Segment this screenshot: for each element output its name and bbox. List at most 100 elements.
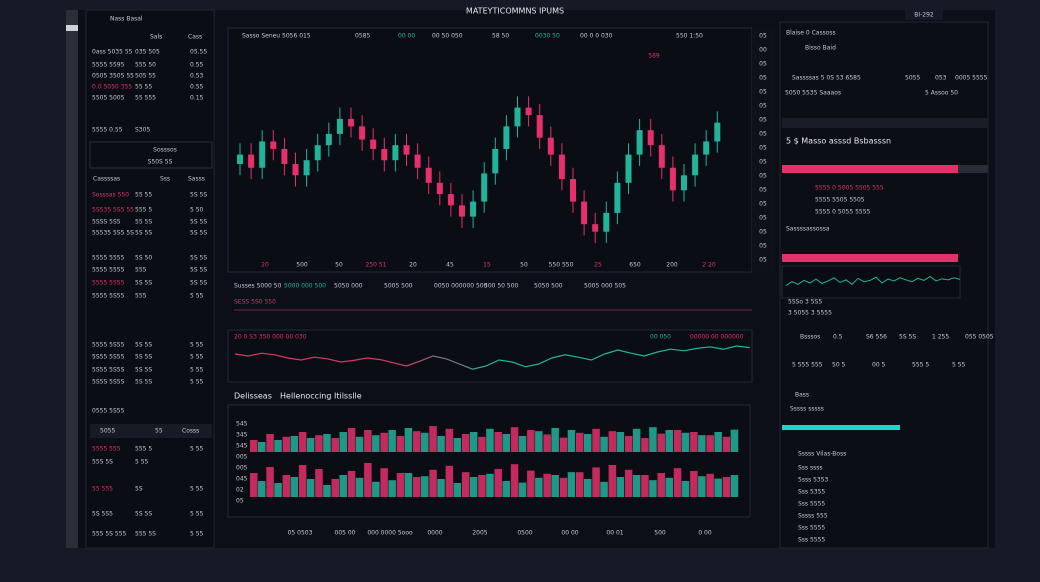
volume-bar: [315, 469, 323, 497]
volume-bar: [404, 428, 413, 452]
panel-subtitle: Bisso Baid: [805, 45, 836, 52]
y-label: 00: [759, 47, 767, 54]
cell: 0.15: [190, 95, 204, 102]
candle-body: [536, 115, 543, 138]
badge-bg: [905, 10, 943, 20]
list-item: Sss 5555: [798, 525, 825, 532]
volume-bar: [298, 465, 307, 497]
y-label: 05: [759, 201, 767, 208]
list-item: 5sss 5353: [798, 477, 829, 484]
candle-body: [625, 154, 632, 183]
volume-bar: [657, 433, 665, 452]
volume-bar: [559, 437, 568, 452]
volume-bar: [282, 475, 291, 497]
cell: 55 55: [135, 84, 152, 91]
column-header: Sss: [160, 176, 170, 183]
cell: 5555 5595: [92, 62, 125, 69]
cell: 5S 5S: [190, 219, 207, 226]
y-label: 05: [759, 145, 767, 152]
line-panel: [227, 329, 753, 383]
cell: 5S 5S: [135, 379, 152, 386]
volume-bar: [632, 428, 641, 452]
mini-label: 3 5055 3 5555: [788, 310, 832, 317]
section: Sssss sssss: [790, 406, 824, 413]
cell: 555 5: [135, 207, 152, 214]
volume-bar: [461, 434, 470, 452]
volume-bar: [600, 481, 608, 497]
column-header: Sals: [150, 34, 162, 41]
candle-body: [692, 154, 699, 176]
footer-item: 00 01: [606, 530, 623, 537]
candle-body: [281, 148, 288, 164]
volume-bar: [282, 436, 291, 452]
volume-bar: [331, 479, 339, 497]
y-label: 05: [759, 229, 767, 236]
left-mid-box: [89, 141, 213, 169]
volume-panel: [227, 404, 751, 518]
cell: 555: [135, 267, 147, 274]
left-panel: [85, 9, 215, 549]
x-label: 15: [483, 262, 491, 269]
column-header: Cass: [188, 34, 202, 41]
candle-body: [436, 182, 443, 195]
footer-item: 0000: [427, 530, 442, 537]
cell: 0.53: [190, 73, 204, 80]
cell: 0.0 5050 355: [92, 84, 132, 91]
x-label: 20: [261, 262, 269, 269]
cell: 55535 5S5 5S: [92, 230, 134, 237]
pink-bar: [782, 254, 958, 262]
cell: 0.55: [190, 62, 204, 69]
candle-body: [447, 194, 454, 206]
cell: 55 555: [92, 486, 113, 493]
volume-bar: [494, 432, 502, 452]
toolbar-item: 0030 50: [535, 33, 560, 40]
section-subtitle: Hellenoccing Itilsslle: [280, 392, 362, 401]
cell: 5 55: [190, 486, 204, 493]
volume-bar: [681, 432, 690, 452]
candle-body: [425, 167, 432, 183]
candle-body: [647, 130, 654, 146]
cell: Sassssas 5 0S 53 6585: [792, 75, 861, 82]
line-label: 00 050: [650, 334, 671, 341]
volume-bar: [584, 434, 592, 452]
cell: 0ass 5035 55: [92, 49, 133, 56]
panel-title: Nass Basal: [110, 16, 143, 23]
candle-body: [303, 160, 310, 176]
candle-body: [348, 118, 354, 127]
list-item: Sss 5555: [798, 501, 825, 508]
y-label: 05: [759, 257, 767, 264]
cell: 5505 5005: [92, 95, 125, 102]
cell: 5S 50: [135, 255, 152, 262]
volume-bar: [665, 477, 673, 497]
x-label: 650: [629, 262, 641, 269]
volume-bar: [592, 428, 600, 452]
y-label: 02: [236, 487, 244, 494]
column-header: 55: [155, 428, 163, 435]
candle-body: [603, 212, 610, 232]
cell: 5 55: [190, 342, 204, 349]
volume-bar: [306, 438, 315, 452]
volume-bar: [714, 478, 722, 497]
volume-bar: [429, 426, 437, 452]
volume-bar: [527, 470, 535, 497]
volume-bar: [347, 428, 356, 452]
cell: 5555 5555: [92, 267, 125, 274]
volume-bar: [576, 432, 584, 452]
toolbar-item: 58 50: [492, 33, 509, 40]
y-label: 005: [236, 465, 248, 472]
legend-item: 500 50 500: [484, 283, 519, 290]
stat: 5S 5S: [899, 334, 916, 341]
volume-bar: [453, 483, 462, 497]
volume-bar: [421, 432, 429, 452]
cell: S305: [135, 127, 150, 134]
volume-bar: [478, 436, 486, 452]
volume-bar: [543, 434, 551, 452]
y-label: 05: [759, 75, 767, 82]
cell: 5S 5S: [190, 267, 207, 274]
cell: 5 55: [190, 531, 204, 538]
cell: 5SSS 5S5: [92, 219, 121, 226]
x-label: 500: [296, 262, 308, 269]
y-label: 05: [759, 131, 767, 138]
candle-body: [381, 148, 388, 161]
legend-item: 5005 000 505: [584, 283, 626, 290]
